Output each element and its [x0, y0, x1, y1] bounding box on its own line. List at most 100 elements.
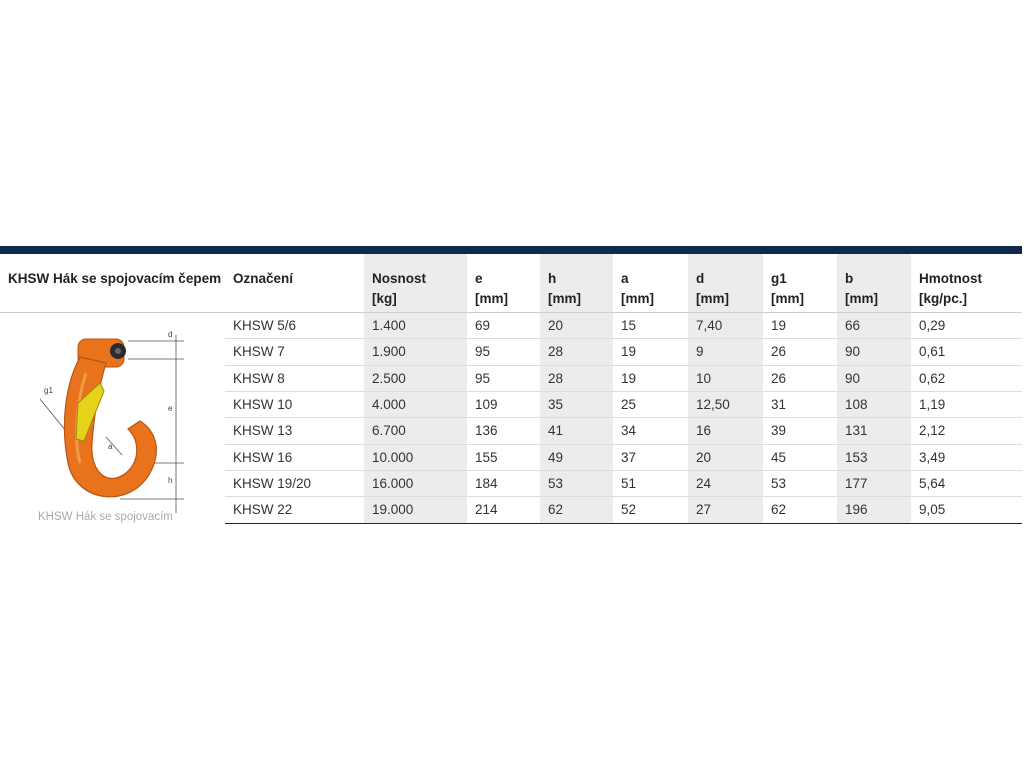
cell-nosnost: 19.000	[364, 496, 467, 524]
cell-b: 90	[837, 365, 911, 392]
cell-h: 41	[540, 417, 613, 445]
cell-b: 108	[837, 391, 911, 419]
cell-a: 25	[613, 391, 688, 419]
svg-text:a: a	[108, 442, 113, 451]
cell-h: 28	[540, 365, 613, 392]
cell-e: 109	[467, 391, 540, 419]
table-row: KHSW 22 19.000 214 62 52 27 62 196 9,05	[0, 496, 1022, 524]
cell-oznaceni: KHSW 16	[225, 444, 364, 471]
cell-oznaceni: KHSW 10	[225, 391, 364, 419]
col-header-oznaceni: Označení	[225, 254, 364, 313]
table-row: d e h g1 a	[0, 312, 1022, 523]
cell-e: 95	[467, 365, 540, 392]
cell-nosnost: 1.400	[364, 312, 467, 340]
svg-text:g1: g1	[44, 386, 53, 395]
svg-text:h: h	[168, 476, 172, 485]
col-header-e: e [mm]	[467, 254, 540, 313]
cell-h: 28	[540, 338, 613, 366]
cell-e: 136	[467, 417, 540, 445]
svg-text:e: e	[168, 404, 173, 413]
header-row: KHSW Hák se spojovacím čepem Označení No…	[0, 254, 1022, 313]
hook-illustration: d e h g1 a	[0, 313, 225, 523]
cell-b: 153	[837, 444, 911, 471]
cell-hmotnost: 9,05	[911, 496, 1022, 524]
table-row: KHSW 7 1.900 95 28 19 9 26 90 0,61	[0, 338, 1022, 366]
cell-a: 15	[613, 312, 688, 340]
cell-b: 131	[837, 417, 911, 445]
cell-a: 19	[613, 365, 688, 392]
cell-a: 19	[613, 338, 688, 366]
cell-d: 16	[688, 417, 763, 445]
cell-g1: 26	[763, 338, 837, 366]
cell-h: 62	[540, 496, 613, 524]
cell-hmotnost: 0,62	[911, 365, 1022, 392]
col-header-nosnost: Nosnost [kg]	[364, 254, 467, 313]
cell-d: 20	[688, 444, 763, 471]
cell-oznaceni: KHSW 22	[225, 496, 364, 524]
spec-table-wrapper: KHSW Hák se spojovacím čepem Označení No…	[0, 254, 1022, 524]
cell-nosnost: 1.900	[364, 338, 467, 366]
spec-table: KHSW Hák se spojovacím čepem Označení No…	[0, 254, 1022, 524]
cell-d: 24	[688, 470, 763, 498]
col-header-a: a [mm]	[613, 254, 688, 313]
col-header-b: b [mm]	[837, 254, 911, 313]
cell-hmotnost: 0,29	[911, 312, 1022, 340]
table-row: KHSW 19/20 16.000 184 53 51 24 53 177 5,…	[0, 470, 1022, 498]
cell-hmotnost: 5,64	[911, 470, 1022, 498]
cell-g1: 62	[763, 496, 837, 524]
cell-oznaceni: KHSW 13	[225, 417, 364, 445]
cell-g1: 53	[763, 470, 837, 498]
cell-g1: 26	[763, 365, 837, 392]
header-bar	[0, 246, 1022, 254]
hook-icon: d e h g1 a	[39, 330, 184, 513]
cell-b: 196	[837, 496, 911, 524]
cell-a: 51	[613, 470, 688, 498]
cell-h: 53	[540, 470, 613, 498]
col-header-hmotnost: Hmotnost [kg/pc.]	[911, 254, 1022, 313]
image-caption: KHSW Hák se spojovacím	[38, 511, 173, 523]
cell-e: 214	[467, 496, 540, 524]
col-header-d: d [mm]	[688, 254, 763, 313]
cell-hmotnost: 0,61	[911, 338, 1022, 366]
cell-a: 34	[613, 417, 688, 445]
cell-a: 37	[613, 444, 688, 471]
cell-nosnost: 16.000	[364, 470, 467, 498]
cell-d: 10	[688, 365, 763, 392]
cell-nosnost: 10.000	[364, 444, 467, 471]
cell-e: 184	[467, 470, 540, 498]
cell-h: 35	[540, 391, 613, 419]
cell-e: 69	[467, 312, 540, 340]
cell-hmotnost: 2,12	[911, 417, 1022, 445]
cell-g1: 39	[763, 417, 837, 445]
cell-g1: 45	[763, 444, 837, 471]
product-image-cell: d e h g1 a	[0, 313, 225, 523]
cell-d: 12,50	[688, 391, 763, 419]
cell-g1: 19	[763, 312, 837, 340]
svg-text:d: d	[168, 330, 172, 339]
cell-h: 20	[540, 312, 613, 340]
cell-oznaceni: KHSW 7	[225, 338, 364, 366]
cell-nosnost: 2.500	[364, 365, 467, 392]
cell-oznaceni: KHSW 8	[225, 365, 364, 392]
cell-hmotnost: 3,49	[911, 444, 1022, 471]
cell-h: 49	[540, 444, 613, 471]
table-row: KHSW 13 6.700 136 41 34 16 39 131 2,12	[0, 417, 1022, 445]
cell-g1: 31	[763, 391, 837, 419]
cell-e: 95	[467, 338, 540, 366]
cell-nosnost: 4.000	[364, 391, 467, 419]
cell-oznaceni: KHSW 5/6	[225, 312, 364, 340]
cell-hmotnost: 1,19	[911, 391, 1022, 419]
cell-b: 90	[837, 338, 911, 366]
cell-e: 155	[467, 444, 540, 471]
table-row: KHSW 8 2.500 95 28 19 10 26 90 0,62	[0, 365, 1022, 392]
cell-oznaceni: KHSW 19/20	[225, 470, 364, 498]
col-header-h: h [mm]	[540, 254, 613, 313]
cell-a: 52	[613, 496, 688, 524]
cell-nosnost: 6.700	[364, 417, 467, 445]
table-row: KHSW 10 4.000 109 35 25 12,50 31 108 1,1…	[0, 391, 1022, 419]
cell-b: 177	[837, 470, 911, 498]
cell-d: 7,40	[688, 312, 763, 340]
col-header-g1: g1 [mm]	[763, 254, 837, 313]
table-row: KHSW 16 10.000 155 49 37 20 45 153 3,49	[0, 444, 1022, 471]
cell-d: 27	[688, 496, 763, 524]
